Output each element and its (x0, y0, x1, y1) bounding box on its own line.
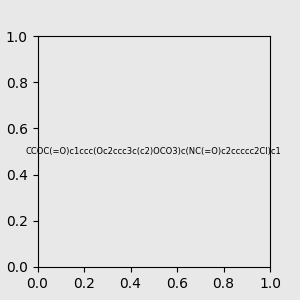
Text: CCOC(=O)c1ccc(Oc2ccc3c(c2)OCO3)c(NC(=O)c2ccccc2Cl)c1: CCOC(=O)c1ccc(Oc2ccc3c(c2)OCO3)c(NC(=O)c… (26, 147, 282, 156)
